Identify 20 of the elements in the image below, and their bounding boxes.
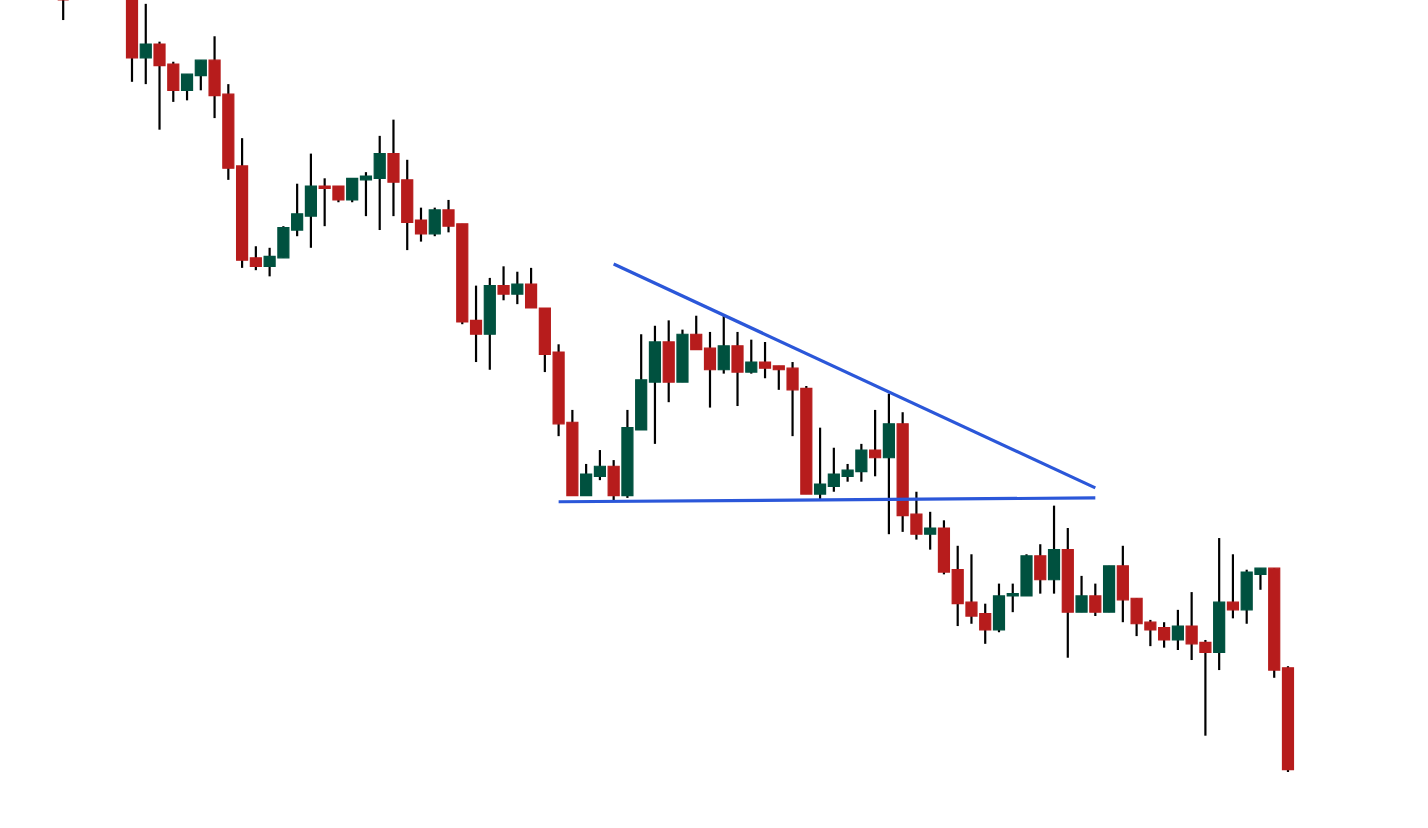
candlestick bbox=[745, 338, 758, 375]
candlestick bbox=[1034, 543, 1047, 595]
candlestick bbox=[1102, 564, 1116, 614]
candlestick bbox=[497, 265, 510, 302]
candlestick bbox=[1089, 582, 1102, 618]
candlestick bbox=[1047, 504, 1061, 595]
candlestick bbox=[882, 392, 895, 536]
candlestick bbox=[511, 270, 524, 306]
candlestick bbox=[731, 330, 744, 408]
candlestick bbox=[676, 328, 689, 384]
candlestick bbox=[607, 458, 620, 502]
candlestick bbox=[1226, 553, 1240, 620]
candlestick bbox=[662, 319, 675, 404]
candlestick bbox=[924, 510, 937, 551]
candlestick bbox=[1075, 574, 1088, 614]
candlestick bbox=[139, 2, 152, 86]
candlestick bbox=[428, 206, 441, 238]
candlestick bbox=[717, 313, 730, 375]
candlestick bbox=[869, 408, 882, 478]
candlestick bbox=[1171, 608, 1184, 652]
